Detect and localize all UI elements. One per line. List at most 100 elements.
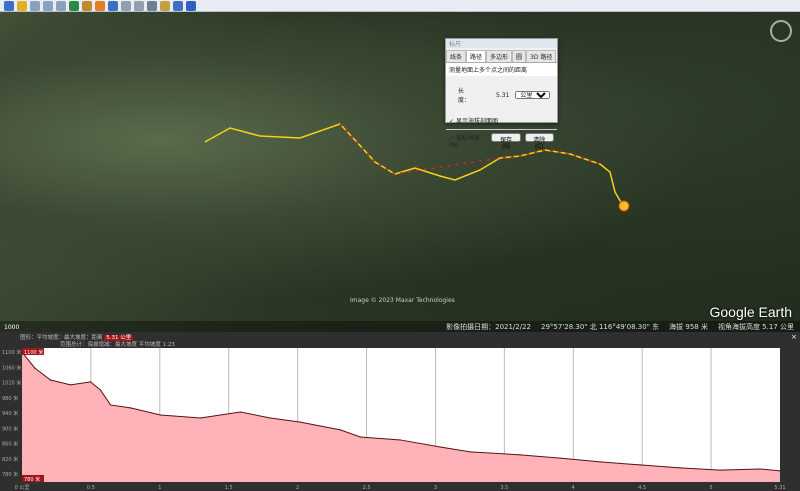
elevation-point xyxy=(89,381,92,383)
length-value: 5.31 xyxy=(496,91,510,99)
email-icon[interactable] xyxy=(134,1,144,11)
elevation-point xyxy=(129,407,132,409)
show-profile-label: 显示海拔剖面图 xyxy=(455,118,498,125)
sun-icon[interactable] xyxy=(95,1,105,11)
elevation-point xyxy=(519,454,521,456)
placemark-icon[interactable] xyxy=(17,1,27,11)
y-tick-label: 1060 米 xyxy=(2,364,21,371)
elevation-area xyxy=(22,352,780,482)
track-layer xyxy=(204,123,630,212)
elevation-point xyxy=(399,439,401,441)
profile-info-1: 图形：平均坡度：最大坡度：距离 5.31 公里 xyxy=(20,333,134,341)
elevation-point xyxy=(599,461,601,463)
elevation-point xyxy=(779,470,781,472)
mouse-nav-label: 鼠标导航(N) xyxy=(449,135,480,149)
polygon-icon[interactable] xyxy=(30,1,40,11)
ruler-icon[interactable] xyxy=(121,1,131,11)
dialog-tabs: 线条 路径 多边形 圆 3D 路径 xyxy=(446,50,557,63)
save-image-icon[interactable] xyxy=(160,1,170,11)
endpoint-marker[interactable] xyxy=(618,200,630,212)
y-tick-label: 980 米 xyxy=(2,395,18,402)
google-earth-logo: Google Earth xyxy=(709,304,793,320)
elevation-point xyxy=(639,464,641,466)
x-tick-label: 2 xyxy=(296,485,299,491)
toolbar xyxy=(0,0,800,12)
elevation-point xyxy=(559,457,561,459)
save-button[interactable]: 保存(S) xyxy=(491,133,521,150)
imagery-date: 影像拍摄日期：2021/2/22 xyxy=(446,322,532,331)
tab-line[interactable]: 线条 xyxy=(446,50,467,62)
elevation-point xyxy=(109,404,112,406)
earth-icon[interactable] xyxy=(186,1,196,11)
elevation-point xyxy=(34,367,36,369)
y-tick-label: 1020 米 xyxy=(2,380,21,387)
x-tick-label: 5.31 xyxy=(774,485,785,491)
path-icon[interactable] xyxy=(43,1,53,11)
y-tick-label: 1100 米 xyxy=(2,349,21,356)
close-profile-button[interactable]: × xyxy=(791,333,797,341)
elevation-point xyxy=(199,417,202,419)
show-profile-checkbox[interactable]: ✓ 显示海拔剖面图 xyxy=(449,118,498,125)
x-tick-label: 5 xyxy=(709,485,712,491)
scale-badge: 1000 xyxy=(4,324,20,331)
tab-polygon[interactable]: 多边形 xyxy=(486,50,513,62)
tour-icon[interactable] xyxy=(69,1,79,11)
x-tick-label: 0 公里 xyxy=(15,485,30,491)
top-marker: 1100 米 xyxy=(24,349,43,356)
elevation-point xyxy=(719,469,721,471)
elevation-point xyxy=(339,429,341,431)
mouse-nav-checkbox[interactable]: ✓ 鼠标导航(N) xyxy=(449,135,480,149)
y-tick-label: 940 米 xyxy=(2,410,18,417)
elevation-point xyxy=(99,389,102,391)
print-icon[interactable] xyxy=(147,1,157,11)
tab-3d-path[interactable]: 3D 路径 xyxy=(526,50,557,62)
unit-select[interactable]: 公里 xyxy=(515,91,551,99)
profile-slope: 1:23 xyxy=(162,342,175,348)
coordinates: 29°57'28.30" 北 116°49'08.30" 东 xyxy=(541,322,660,331)
view-in-maps-icon[interactable] xyxy=(173,1,183,11)
elevation-profile-panel: 图形：平均坡度：最大坡度：距离 5.31 公里 范围总计：海拔增减：最大坡度 平… xyxy=(0,332,800,491)
y-tick-label: 780 米 xyxy=(2,471,18,478)
x-tick-label: 4.5 xyxy=(638,485,646,491)
tab-circle[interactable]: 圆 xyxy=(512,50,527,62)
length-label: 长度： xyxy=(458,88,471,104)
tab-path[interactable]: 路径 xyxy=(466,50,487,62)
elevation-point xyxy=(359,436,361,438)
y-tick-label: 860 米 xyxy=(2,441,18,448)
x-tick-label: 1.5 xyxy=(225,485,233,491)
elevation-point xyxy=(69,384,72,386)
y-tick-label: 820 米 xyxy=(2,456,18,463)
profile-info-text: 图形：平均坡度：最大坡度：距离 xyxy=(20,335,103,341)
overlay-icon[interactable] xyxy=(56,1,66,11)
elevation-point xyxy=(159,414,162,416)
dialog-description: 测量地面上多个点之间的距离 xyxy=(446,63,557,76)
planets-icon[interactable] xyxy=(108,1,118,11)
elevation-point xyxy=(439,446,441,448)
x-tick-label: 0.5 xyxy=(87,485,95,491)
x-tick-label: 4 xyxy=(572,485,575,491)
elevation-point xyxy=(759,468,761,470)
sidebar-icon[interactable] xyxy=(4,1,14,11)
elevation-point xyxy=(239,411,242,413)
clear-button[interactable]: 清除(C) xyxy=(524,133,554,150)
bottom-marker-bg xyxy=(22,475,44,482)
elevation-point xyxy=(469,451,471,453)
historical-imagery-icon[interactable] xyxy=(82,1,92,11)
map-view[interactable]: Image © 2023 Maxar Technologies Google E… xyxy=(0,12,800,332)
compass[interactable] xyxy=(770,20,792,42)
elevation-point xyxy=(49,379,52,381)
eye-altitude: 视角海拔高度 5.17 公里 xyxy=(717,322,794,331)
elevation-chart[interactable]: 0 公里 0.5 1 1.5 2 2.5 3 3.5 4 4.5 5 5.31 1100 米 1060 米… xyxy=(0,346,800,491)
x-tick-label: 3.5 xyxy=(500,485,508,491)
copyright: Image © 2023 Maxar Technologies xyxy=(350,297,455,304)
x-tick-label: 3 xyxy=(434,485,437,491)
elevation-point xyxy=(269,417,271,419)
y-tick-label: 900 米 xyxy=(2,425,18,432)
top-marker-bg xyxy=(22,348,44,355)
x-tick-label: 1 xyxy=(158,485,161,491)
profile-info-2: 范围总计：海拔增减：最大坡度 平均坡度 1:23 xyxy=(60,340,175,348)
elevation-point xyxy=(679,467,681,469)
x-tick-label: 2.5 xyxy=(363,485,371,491)
dialog-title: 标尺 xyxy=(446,39,557,48)
profile-distance: 5.31 公里 xyxy=(104,335,134,341)
